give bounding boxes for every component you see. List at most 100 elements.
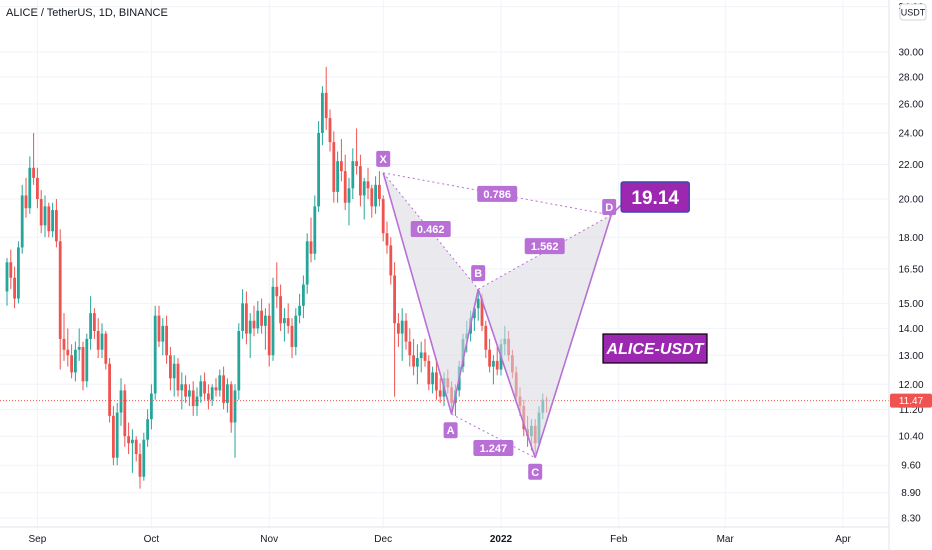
pattern-ratio-text: 1.247: [480, 443, 508, 455]
target-price-callout[interactable]: 19.14: [610, 181, 690, 216]
candle: [241, 289, 244, 339]
pattern-ratio-line: [451, 413, 536, 459]
candle: [275, 262, 279, 309]
candle-body: [313, 206, 317, 254]
candle: [176, 358, 180, 397]
time-tick-label: Mar: [717, 534, 735, 545]
candle-body: [416, 358, 419, 367]
chart-title: ALICE / TetherUS, 1D, BINANCE: [6, 7, 168, 19]
candle-body: [233, 390, 237, 423]
pattern-leg-cd: [534, 214, 612, 458]
pattern-leg-xa: [382, 172, 453, 415]
candle-body: [13, 277, 16, 299]
candle-body: [43, 206, 47, 226]
candle-body: [309, 241, 313, 254]
price-tick-label: 12.00: [898, 380, 923, 391]
pattern-leg-bc: [477, 288, 536, 459]
candle: [374, 176, 377, 214]
pattern-ratio-label: 1.247: [473, 439, 514, 456]
candle: [5, 257, 9, 306]
candle-body: [169, 355, 172, 379]
candle-body: [347, 188, 351, 203]
pair-annotation[interactable]: ALICE-USDT: [602, 333, 708, 364]
candle-body: [400, 320, 404, 334]
candle: [484, 320, 488, 359]
candle: [104, 330, 108, 370]
candle: [134, 436, 138, 462]
pattern-point-x[interactable]: X: [376, 150, 391, 167]
pattern-point-a[interactable]: A: [443, 422, 458, 439]
candle-body: [184, 384, 187, 397]
candle: [332, 131, 336, 203]
candle-body: [355, 161, 358, 167]
price-tick-label: 10.40: [898, 432, 923, 443]
price-tick-label: 13.00: [898, 351, 923, 362]
candle-body: [47, 206, 51, 232]
candle: [138, 443, 142, 489]
candle-body: [343, 171, 347, 203]
candle-body: [332, 142, 336, 192]
candle: [17, 241, 20, 304]
candle: [488, 338, 491, 373]
candle-body: [484, 325, 488, 350]
pattern-ratio-text: 0.786: [483, 189, 511, 201]
candle-body: [260, 310, 263, 326]
candle-body: [378, 184, 381, 200]
pattern-point-c[interactable]: C: [528, 463, 543, 480]
candle: [20, 184, 24, 254]
candle: [161, 318, 165, 356]
price-tick-label: 22.00: [898, 160, 923, 171]
candle: [245, 291, 248, 345]
candle: [435, 360, 438, 400]
pattern-point-b[interactable]: B: [471, 265, 486, 282]
candle-body: [480, 298, 484, 326]
price-tick-label: 28.00: [898, 73, 923, 84]
candle-body: [62, 338, 66, 350]
candle: [400, 308, 404, 361]
pattern-point-label: D: [605, 202, 613, 214]
candle-body: [218, 375, 222, 391]
time-tick-label: Sep: [29, 534, 47, 545]
candle: [492, 355, 495, 385]
candle-body: [214, 387, 218, 391]
currency-button[interactable]: USDT: [899, 3, 927, 21]
candle: [28, 156, 32, 214]
candle-body: [119, 390, 123, 413]
candle: [58, 229, 62, 370]
candle-body: [157, 315, 161, 342]
candle-body: [298, 305, 301, 316]
candle-body: [495, 360, 499, 370]
candle: [290, 318, 294, 359]
price-tick-label: 11.20: [899, 405, 924, 416]
candle: [203, 372, 206, 400]
candle: [427, 355, 431, 391]
candle-body: [222, 375, 225, 403]
candle: [393, 262, 396, 397]
time-axis[interactable]: Sep Oct Nov Dec 2022 Feb Mar Apr: [29, 534, 852, 545]
candle: [85, 333, 89, 388]
pattern-point-d[interactable]: D: [602, 198, 617, 215]
candle: [131, 429, 134, 473]
candle: [199, 375, 203, 403]
price-axis[interactable]: 34.0030.0028.0026.0024.0022.0020.0018.00…: [898, 2, 923, 524]
candle-body: [138, 454, 142, 477]
candle-body: [435, 372, 438, 391]
harmonic-pattern[interactable]: 0.786 0.462 1.562 1.247 X A B C D 19.14 ALICE-USDT: [376, 150, 708, 480]
candle-body: [188, 390, 191, 397]
candle: [438, 378, 442, 403]
candle-body: [191, 390, 195, 407]
time-tick-label: Feb: [610, 534, 628, 545]
candle: [378, 171, 381, 207]
candle-body: [290, 325, 294, 348]
candle: [55, 199, 58, 248]
candle: [112, 406, 115, 466]
candle: [385, 221, 389, 254]
candle: [123, 384, 127, 447]
candle-body: [488, 349, 491, 367]
candle-body: [172, 363, 176, 379]
candle: [226, 378, 229, 413]
candle-body: [336, 161, 339, 192]
candle-body: [283, 318, 286, 324]
candle: [298, 293, 301, 324]
